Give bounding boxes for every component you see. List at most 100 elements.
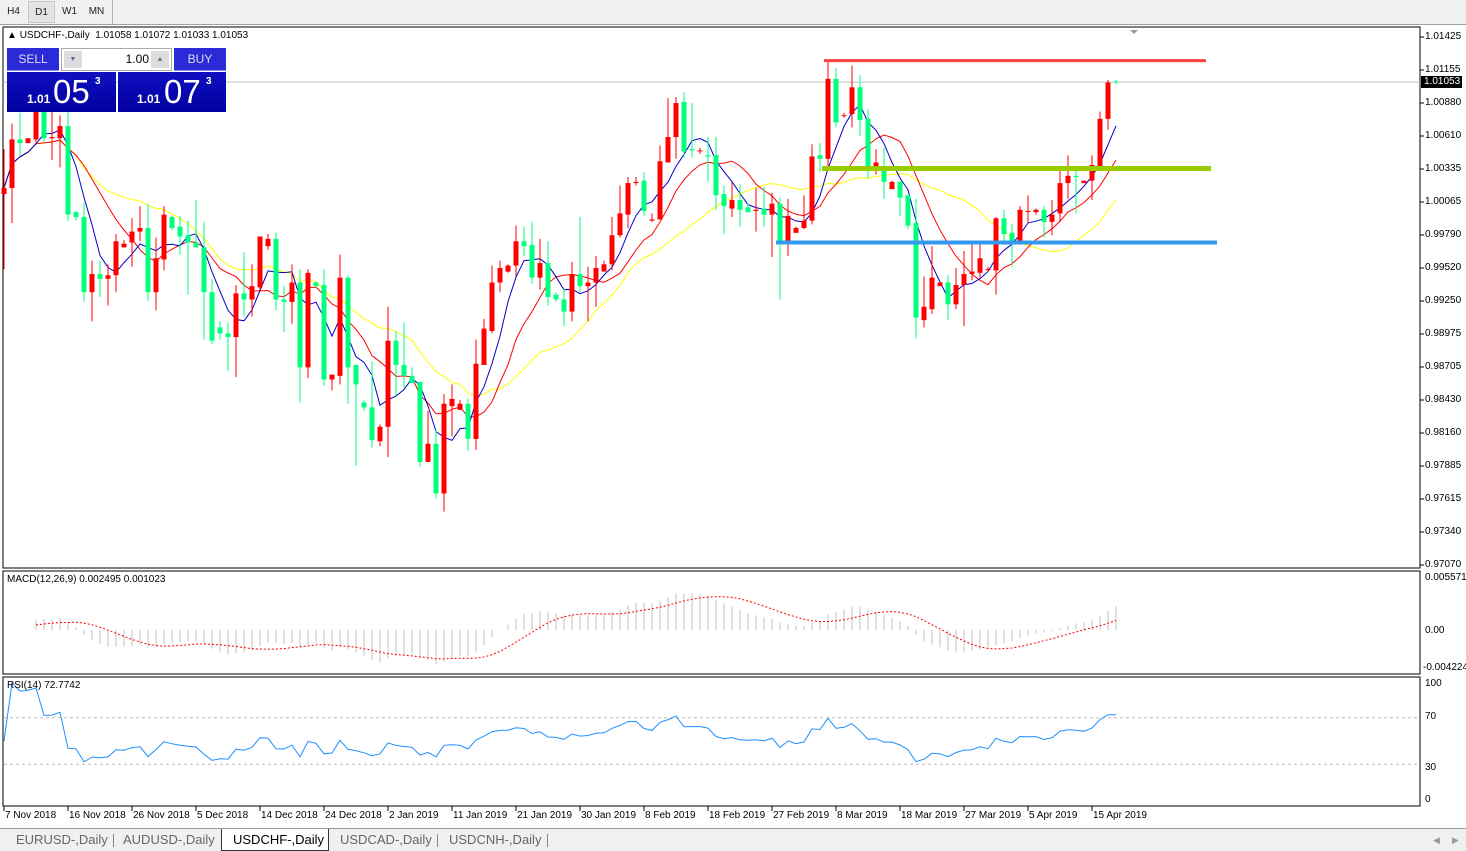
chart-shift-marker[interactable] [1130, 30, 1138, 34]
candle [377, 424, 383, 447]
timeframe-h4[interactable]: H4 [7, 6, 20, 17]
candle [545, 241, 551, 306]
candle [881, 147, 887, 199]
sell-price-box[interactable]: 1.01 05 3 [7, 72, 116, 112]
timeframe-d1[interactable]: D1 [28, 1, 55, 23]
candle-body [361, 402, 367, 408]
price-axis-label: 1.01155 [1425, 64, 1461, 75]
tab-usdchf[interactable]: USDCHF-,Daily [221, 829, 329, 851]
candle-body [881, 170, 887, 182]
collapse-triangle-icon[interactable]: ▲ [7, 30, 20, 41]
candle [281, 286, 287, 333]
candle-body [769, 203, 775, 215]
candle-body [273, 238, 279, 300]
timeframe-w1[interactable]: W1 [62, 6, 77, 17]
candle-body [305, 272, 311, 368]
buy-price-prefix: 1.01 [137, 92, 161, 106]
price-axis-label: 0.97340 [1425, 526, 1462, 537]
rsi-indicator [3, 681, 1420, 765]
candle-body [1113, 81, 1119, 83]
candle-body [977, 258, 983, 273]
candle [1105, 80, 1111, 130]
candle [505, 264, 511, 273]
candle-body [1, 187, 7, 195]
candle-body [897, 181, 903, 198]
candle-body [1105, 82, 1111, 119]
candle-body [1033, 209, 1039, 213]
candle-body [953, 284, 959, 305]
buy-price-box[interactable]: 1.01 07 3 [118, 72, 226, 112]
candle-body [137, 227, 143, 232]
candle-body [33, 110, 39, 140]
candle-body [193, 242, 199, 248]
candle-body [217, 327, 223, 334]
main-chart-frame [2, 26, 1421, 569]
one-click-trading-panel: SELL ▼ 1.00 ▲ BUY 1.01 05 3 1.01 07 3 [7, 48, 227, 112]
candle [537, 238, 543, 290]
lot-decrease-icon[interactable]: ▼ [64, 51, 82, 68]
candle-body [97, 274, 103, 279]
price-axis-label: 0.99250 [1425, 295, 1462, 306]
scroll-tabs-left-icon[interactable]: ◀ [1433, 835, 1440, 845]
current-price-label: 1.01053 [1421, 76, 1462, 88]
candle [825, 59, 831, 167]
candle-body [209, 292, 215, 341]
candle-body [201, 247, 207, 293]
candle [945, 275, 951, 321]
lot-size-field[interactable]: ▼ 1.00 ▲ [61, 48, 172, 71]
candle [977, 243, 983, 278]
candle-body [401, 364, 407, 376]
candle-body [665, 137, 671, 163]
candle [257, 236, 263, 290]
candle-body [601, 264, 607, 272]
candle [409, 367, 415, 384]
candle [361, 400, 367, 412]
candle [337, 254, 343, 385]
price-axis-label: 1.00610 [1425, 130, 1462, 141]
candle [937, 282, 943, 287]
chart-tabs: EURUSD-,Daily AUDUSD-,Daily USDCHF-,Dail… [0, 828, 1466, 851]
candle-body [905, 195, 911, 226]
lot-value[interactable]: 1.00 [125, 52, 149, 66]
scroll-tabs-right-icon[interactable]: ▶ [1452, 835, 1459, 845]
tab-eurusd[interactable]: EURUSD-,Daily [16, 832, 108, 847]
candle-body [513, 241, 519, 266]
buy-button[interactable]: BUY [174, 48, 226, 71]
candle [753, 187, 759, 232]
ohlc-label: 1.01058 1.01072 1.01033 1.01053 [95, 30, 249, 41]
candle [961, 250, 967, 327]
candle-body [649, 219, 655, 221]
candle [689, 103, 695, 158]
candle [89, 260, 95, 322]
candle-body [297, 282, 303, 368]
date-axis-label: 18 Mar 2019 [901, 810, 958, 821]
candle [673, 97, 679, 159]
date-axis-label: 5 Apr 2019 [1029, 810, 1078, 821]
timeframe-mn[interactable]: MN [88, 6, 105, 17]
candle [489, 265, 495, 334]
candle-body [857, 87, 863, 121]
price-series [1, 59, 1420, 512]
tab-usdcnh[interactable]: USDCNH-,Daily [449, 832, 542, 847]
date-axis-label: 27 Feb 2019 [773, 810, 830, 821]
candle-body [457, 403, 463, 410]
tab-usdcad[interactable]: USDCAD-,Daily [340, 832, 432, 847]
tab-audusd[interactable]: AUDUSD-,Daily [123, 832, 215, 847]
candle [929, 246, 935, 315]
candle [313, 281, 319, 288]
sell-button[interactable]: SELL [7, 48, 59, 71]
macd-axis-min: -0.004224 [1423, 662, 1466, 673]
candle [273, 232, 279, 311]
lot-increase-icon[interactable]: ▲ [151, 51, 169, 68]
candle [473, 339, 479, 450]
candle-body [689, 149, 695, 151]
candle [129, 218, 135, 267]
candle [569, 261, 575, 322]
candle-body [369, 407, 375, 441]
candle-body [345, 277, 351, 368]
candle-body [825, 78, 831, 159]
date-axis-label: 24 Dec 2018 [325, 810, 382, 821]
candle-body [729, 200, 735, 209]
candle [49, 111, 55, 161]
